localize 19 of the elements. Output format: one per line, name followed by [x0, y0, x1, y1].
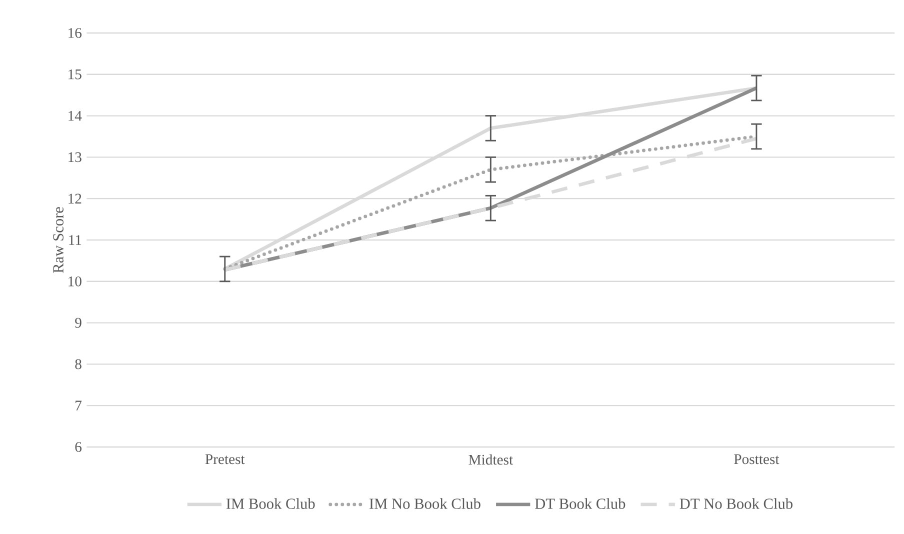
y-tick-label: 15 — [68, 69, 82, 80]
y-tick-label: 6 — [75, 442, 82, 452]
y-tick-label: 12 — [68, 194, 82, 204]
x-tick-label: Posttest — [734, 454, 780, 464]
y-tick-label: 7 — [76, 400, 82, 410]
legend-label: IM No Book Club — [369, 498, 480, 509]
legend-label: DT Book Club — [535, 498, 626, 509]
y-tick-label: 14 — [68, 110, 82, 121]
legend-label: IM Book Club — [226, 498, 315, 509]
x-tick-label: Midtest — [468, 454, 513, 465]
legend-label: DT No Book Club — [680, 498, 792, 509]
y-tick-label: 13 — [68, 152, 82, 162]
y-tick-label: 9 — [75, 318, 82, 328]
y-tick-label: 11 — [69, 235, 82, 245]
y-tick-label: 16 — [68, 28, 82, 38]
y-tick-label: 10 — [68, 276, 82, 286]
y-axis-title: Raw Score — [53, 207, 64, 273]
x-tick-label: Pretest — [205, 454, 245, 464]
y-tick-label: 8 — [75, 359, 82, 370]
